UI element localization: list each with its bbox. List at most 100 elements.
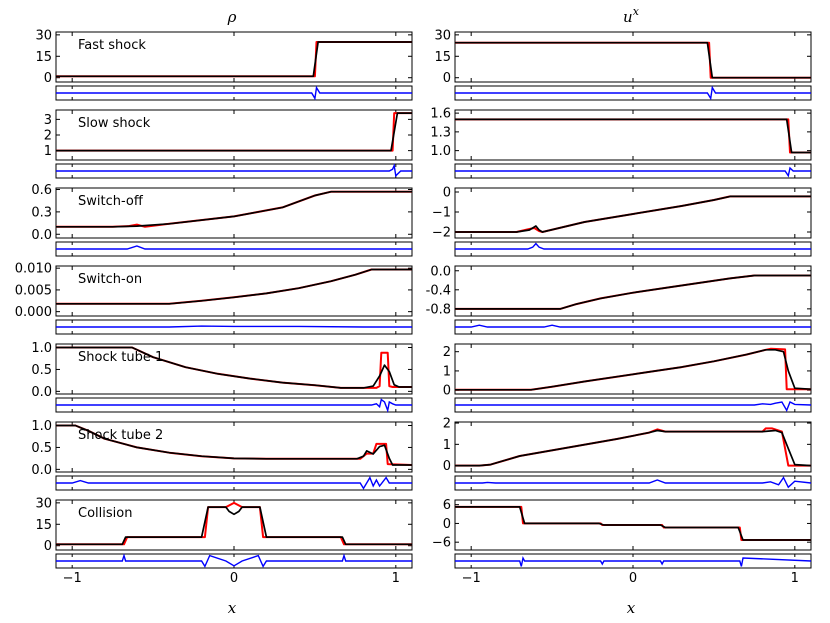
y-tick-label: 30 bbox=[434, 28, 451, 43]
series-line-numerical bbox=[56, 41, 412, 78]
plot-area bbox=[455, 347, 811, 391]
series-line-numerical bbox=[455, 506, 811, 541]
error-line bbox=[56, 398, 412, 413]
y-tick-label: 0 bbox=[443, 459, 451, 474]
x-tick-label: 0 bbox=[629, 571, 637, 586]
y-tick-label: 30 bbox=[35, 28, 52, 43]
y-tick-label: 0 bbox=[443, 384, 451, 399]
y-tick-label: 6 bbox=[443, 498, 451, 513]
plot-area bbox=[56, 268, 412, 305]
error-line bbox=[56, 325, 412, 328]
y-tick-label: 15 bbox=[35, 518, 52, 533]
series-line-numerical bbox=[56, 506, 412, 546]
series-line-numerical bbox=[455, 274, 811, 310]
y-tick-label: 0.5 bbox=[31, 363, 52, 378]
y-tick-label: 30 bbox=[35, 496, 52, 511]
axes-frame bbox=[454, 421, 812, 473]
y-tick-label: 15 bbox=[35, 50, 52, 65]
y-tick-label: -0.4 bbox=[426, 283, 451, 298]
y-tick-label: 2 bbox=[443, 417, 451, 432]
plot-area bbox=[56, 424, 412, 466]
panel-row5-ux: 2 1 0 bbox=[443, 417, 812, 491]
column-title-ux: ux bbox=[623, 5, 640, 26]
error-line bbox=[455, 85, 811, 101]
column-title-ux-sup: x bbox=[633, 5, 640, 18]
y-tick-label: 1 bbox=[443, 438, 451, 453]
axes-frame bbox=[454, 109, 812, 161]
panel-slow-shock-rho: 321 Slow shock bbox=[44, 109, 413, 179]
plot-area bbox=[56, 41, 412, 78]
series-line-numerical bbox=[455, 118, 811, 154]
series-line-numerical bbox=[56, 190, 412, 228]
series-line-numerical bbox=[56, 112, 412, 152]
x-tick-label: 0 bbox=[230, 571, 238, 586]
y-tick-label: 0.3 bbox=[31, 205, 52, 220]
error-line bbox=[56, 476, 412, 490]
series-line-reference bbox=[455, 347, 811, 391]
x-axis-label-left: x bbox=[228, 599, 237, 617]
y-tick-label: 0 bbox=[44, 71, 52, 86]
y-tick-label: 0.0 bbox=[31, 385, 52, 400]
plot-area bbox=[455, 505, 811, 541]
y-tick-label: -0.8 bbox=[426, 302, 451, 317]
y-tick-label: 0 bbox=[44, 539, 52, 554]
panel-fast-shock-rho: 30 15 0 Fast shock bbox=[35, 28, 413, 101]
panel-row4-ux: 2 1 0 bbox=[443, 343, 812, 413]
y-tick-label: 3 bbox=[44, 113, 52, 128]
y-tick-label: 15 bbox=[434, 50, 451, 65]
error-line bbox=[56, 85, 412, 101]
panel-row3-ux: 0.0 -0.4 -0.8 bbox=[426, 264, 812, 335]
panel-switch-on-rho: 0.010 0.005 0.000 Switch-on bbox=[15, 262, 413, 335]
series-line-numerical bbox=[455, 195, 811, 233]
y-tick-label: 2 bbox=[443, 345, 451, 360]
panel-switch-off-rho: 0.6 0.3 0.0 Switch-off bbox=[31, 183, 413, 257]
panel-label: Shock tube 1 bbox=[78, 350, 163, 365]
column-title-rho: ρ bbox=[227, 8, 237, 26]
error-line bbox=[56, 245, 412, 250]
plot-area bbox=[56, 501, 412, 546]
x-axis-label-right: x bbox=[627, 599, 636, 617]
y-tick-label: 0.5 bbox=[31, 441, 52, 456]
panel-collision-rho: 30 15 0 Collision −1 0 1 bbox=[35, 496, 413, 586]
y-tick-label: 0.000 bbox=[15, 305, 52, 320]
y-tick-label: −6 bbox=[432, 536, 451, 551]
panel-label: Fast shock bbox=[78, 38, 146, 53]
panel-row1-ux: 1.6 1.3 1.0 bbox=[430, 107, 812, 179]
y-tick-label: 1.0 bbox=[31, 419, 52, 434]
y-tick-label: 0.6 bbox=[31, 183, 52, 198]
error-line bbox=[455, 242, 811, 250]
panel-label: Collision bbox=[78, 506, 132, 521]
y-tick-label: 0.0 bbox=[31, 228, 52, 243]
panel-row0-ux: 30 15 0 bbox=[434, 28, 812, 101]
plot-area bbox=[455, 118, 811, 154]
series-line-numerical bbox=[56, 268, 412, 305]
x-tick-label: 1 bbox=[791, 571, 799, 586]
plot-area bbox=[56, 112, 412, 152]
panel-shock-tube-2-rho: 1.0 0.5 0.0 Shock tube 2 bbox=[31, 419, 413, 491]
series-line-reference bbox=[455, 118, 811, 154]
plot-area bbox=[455, 427, 811, 467]
plot-area bbox=[56, 346, 412, 389]
panel-row6-ux: 6 0 −6 −1 0 1 bbox=[432, 498, 812, 586]
y-tick-label: 1 bbox=[44, 144, 52, 159]
series-line-reference bbox=[455, 41, 811, 79]
plot-area bbox=[455, 41, 811, 79]
error-line bbox=[56, 553, 412, 568]
y-tick-label: −2 bbox=[432, 226, 451, 241]
series-line-numerical bbox=[455, 348, 811, 391]
panel-label: Switch-on bbox=[78, 272, 142, 287]
y-tick-label: 1.6 bbox=[430, 107, 451, 122]
panel-shock-tube-1-rho: 1.0 0.5 0.0 Shock tube 1 bbox=[31, 341, 413, 413]
panel-label: Switch-off bbox=[78, 194, 144, 209]
panel-label: Slow shock bbox=[78, 116, 151, 131]
plot-area bbox=[56, 190, 412, 228]
plot-area bbox=[455, 195, 811, 233]
panel-label: Shock tube 2 bbox=[78, 428, 163, 443]
error-line bbox=[455, 166, 811, 178]
y-tick-label: 1.3 bbox=[430, 125, 451, 140]
y-tick-label: 0.010 bbox=[15, 262, 52, 277]
error-line bbox=[455, 555, 812, 567]
y-tick-label: 1 bbox=[443, 364, 451, 379]
y-tick-label: 1.0 bbox=[430, 144, 451, 159]
